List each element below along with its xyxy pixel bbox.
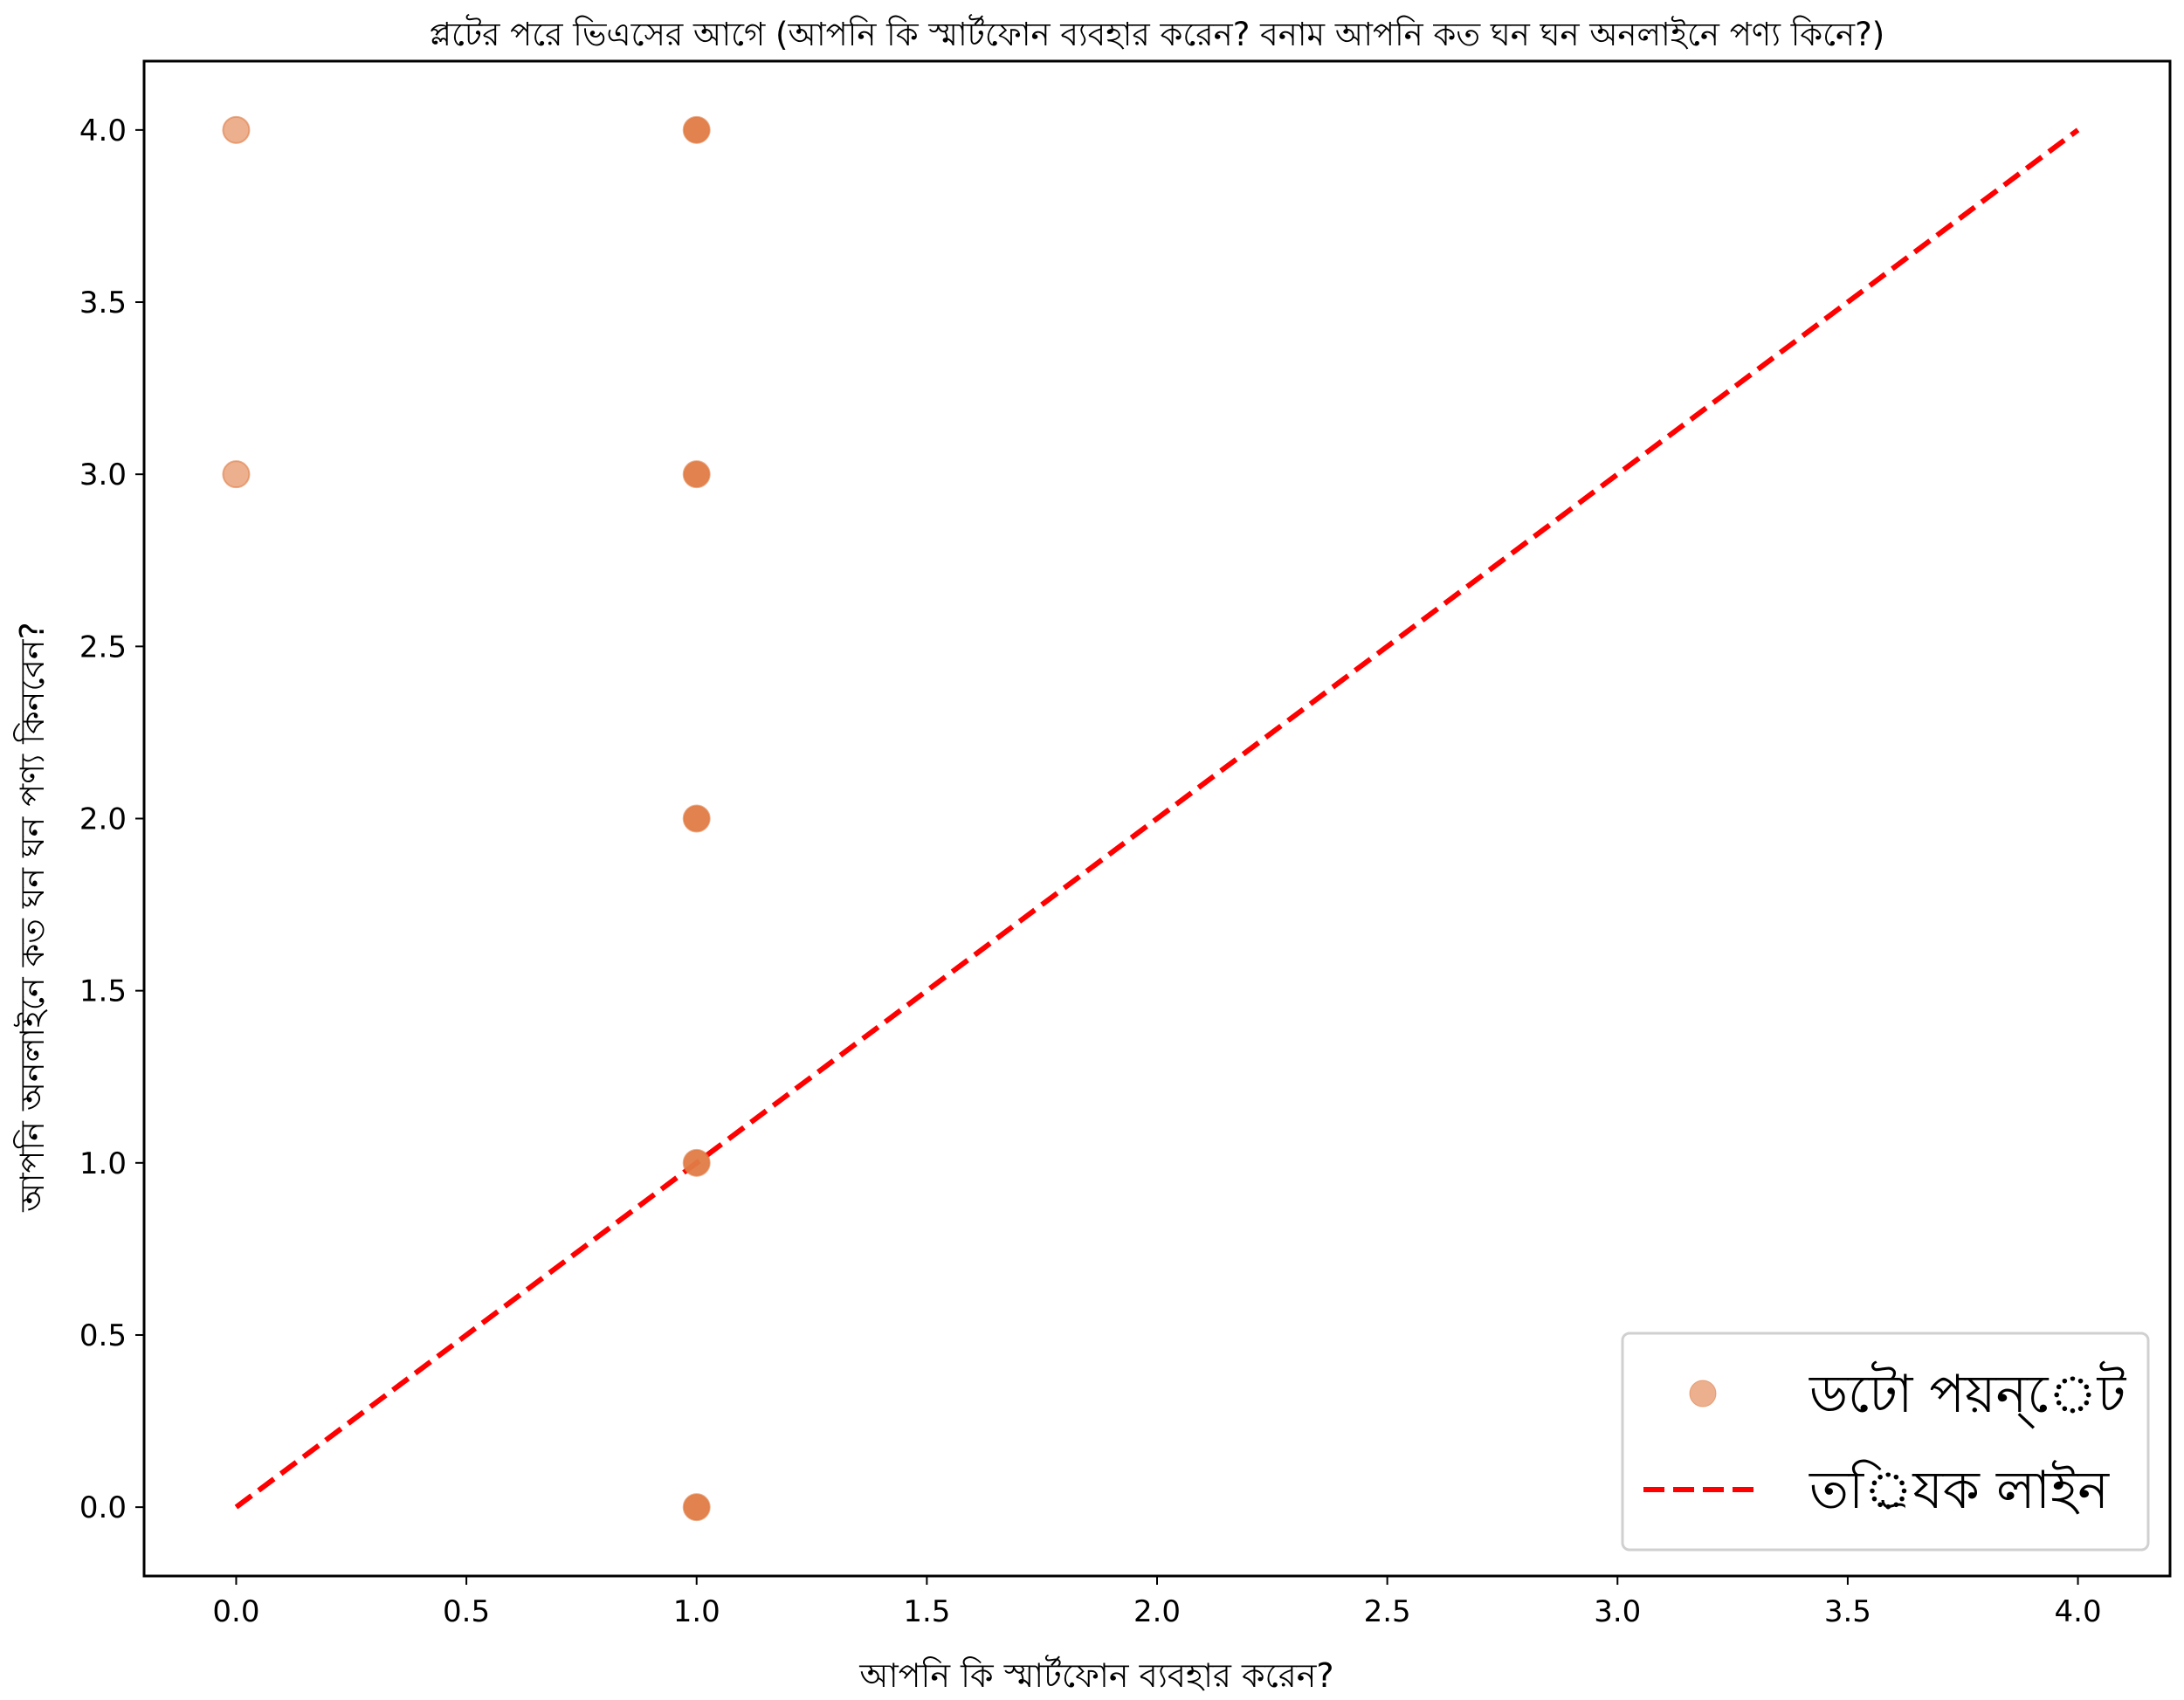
x-tick-label: 2.5	[1364, 1594, 1411, 1629]
y-tick-label: 1.5	[79, 974, 127, 1009]
y-tick-label: 1.0	[79, 1146, 127, 1181]
diagonal-line	[234, 127, 2080, 1510]
x-tick-label: 2.0	[1133, 1594, 1181, 1629]
legend-box	[1621, 1332, 2150, 1552]
x-tick-label: 1.5	[903, 1594, 950, 1629]
y-axis-label: আপনি অনলাইনে কত ঘন ঘন পণ্য কিনবেন?	[13, 622, 52, 1212]
y-tick-label: 2.0	[79, 802, 127, 837]
y-tick-label: 0.0	[79, 1490, 127, 1525]
data-point	[682, 1148, 711, 1177]
x-tick-label: 1.0	[673, 1594, 720, 1629]
x-tick-label: 0.5	[443, 1594, 490, 1629]
y-tick-label: 3.5	[79, 286, 127, 320]
axis-ticks: 0.0 0.5 1.0 1.5 2.0 2.5 3.0 3.5 4.0 0.0 0.5 1.0 1.5 2…	[79, 114, 2102, 1629]
data-point	[682, 460, 711, 489]
data-point	[682, 115, 711, 144]
x-tick-label: 3.5	[1824, 1594, 1871, 1629]
x-axis-label: আপনি কি স্মার্টফোন ব্যবহার করেন?	[858, 1655, 1333, 1695]
y-tick-label: 4.0	[79, 114, 127, 148]
y-tick-label: 2.5	[79, 630, 127, 664]
x-tick-label: 0.0	[212, 1594, 259, 1629]
x-tick-label: 4.0	[2055, 1594, 2102, 1629]
legend-label-scatter: ডটো পয়ন্েট	[1809, 1361, 2127, 1429]
legend-marker-scatter	[1689, 1380, 1717, 1407]
legend: ডটো পয়ন্েট তর্িযক লাইন	[1621, 1332, 2150, 1552]
data-point	[222, 115, 251, 144]
data-point	[682, 804, 711, 833]
plot-area	[222, 115, 2080, 1522]
data-point	[682, 1493, 711, 1522]
chart-title: প্লটের পরে ভিএসের আগে (আপনি কি স্মার্টফো…	[430, 14, 1884, 53]
y-tick-label: 0.5	[79, 1318, 127, 1353]
y-tick-label: 3.0	[79, 458, 127, 492]
legend-label-line: তর্িযক লাইন	[1809, 1459, 2110, 1521]
x-tick-label: 3.0	[1594, 1594, 1641, 1629]
data-point	[222, 460, 251, 489]
